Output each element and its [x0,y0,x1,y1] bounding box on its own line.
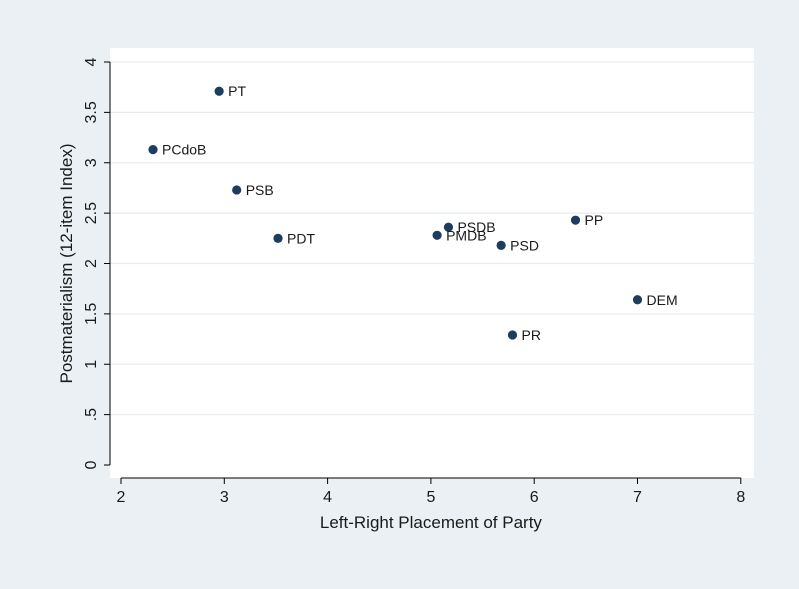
x-tick-label: 2 [117,489,126,506]
x-tick-label: 3 [220,489,229,506]
data-point [214,86,224,96]
data-point-label: DEM [647,292,678,308]
data-point-label: PDT [287,230,315,246]
x-tick-label: 8 [736,489,745,506]
data-point-label: PR [522,327,541,343]
x-tick-label: 6 [530,489,539,506]
data-point-label: PP [585,212,604,228]
y-tick-label: 1 [83,360,100,369]
gridlines [110,61,754,416]
data-point [632,295,643,305]
y-tick-label: 4 [83,57,100,66]
data-point [496,240,506,250]
x-tick-label: 7 [633,489,642,506]
data-point [507,330,518,340]
y-tick-label: 0 [83,460,100,469]
data-point [443,222,454,232]
x-axis-title: Left-Right Placement of Party [320,513,543,532]
axes: 2 3 4 5 6 7 8 0 .5 1 1.5 2 2.5 3 3.5 4 [83,57,745,506]
y-tick-label: 2 [83,259,100,268]
y-axis-title: Postmaterialism (12-item Index) [57,144,76,384]
data-point [232,185,242,195]
y-tick-label: .5 [83,408,100,421]
x-tick-label: 4 [323,489,332,506]
data-point-label: PSDB [457,219,495,235]
y-tick-label: 2.5 [83,202,100,224]
data-point [273,233,283,243]
data-point-label: PMDB [446,227,486,243]
y-tick-label: 3.5 [83,101,100,123]
data-point [432,230,442,240]
data-point-label: PSB [246,182,274,198]
data-point-label: PSD [510,237,539,253]
x-tick-label: 5 [426,489,435,506]
y-tick-label: 3 [83,158,100,167]
y-tick-label: 1.5 [83,303,100,325]
data-point [570,215,581,225]
data-point [148,145,158,155]
data-point-label: PT [228,83,246,99]
data-point-label: PCdoB [162,142,206,158]
